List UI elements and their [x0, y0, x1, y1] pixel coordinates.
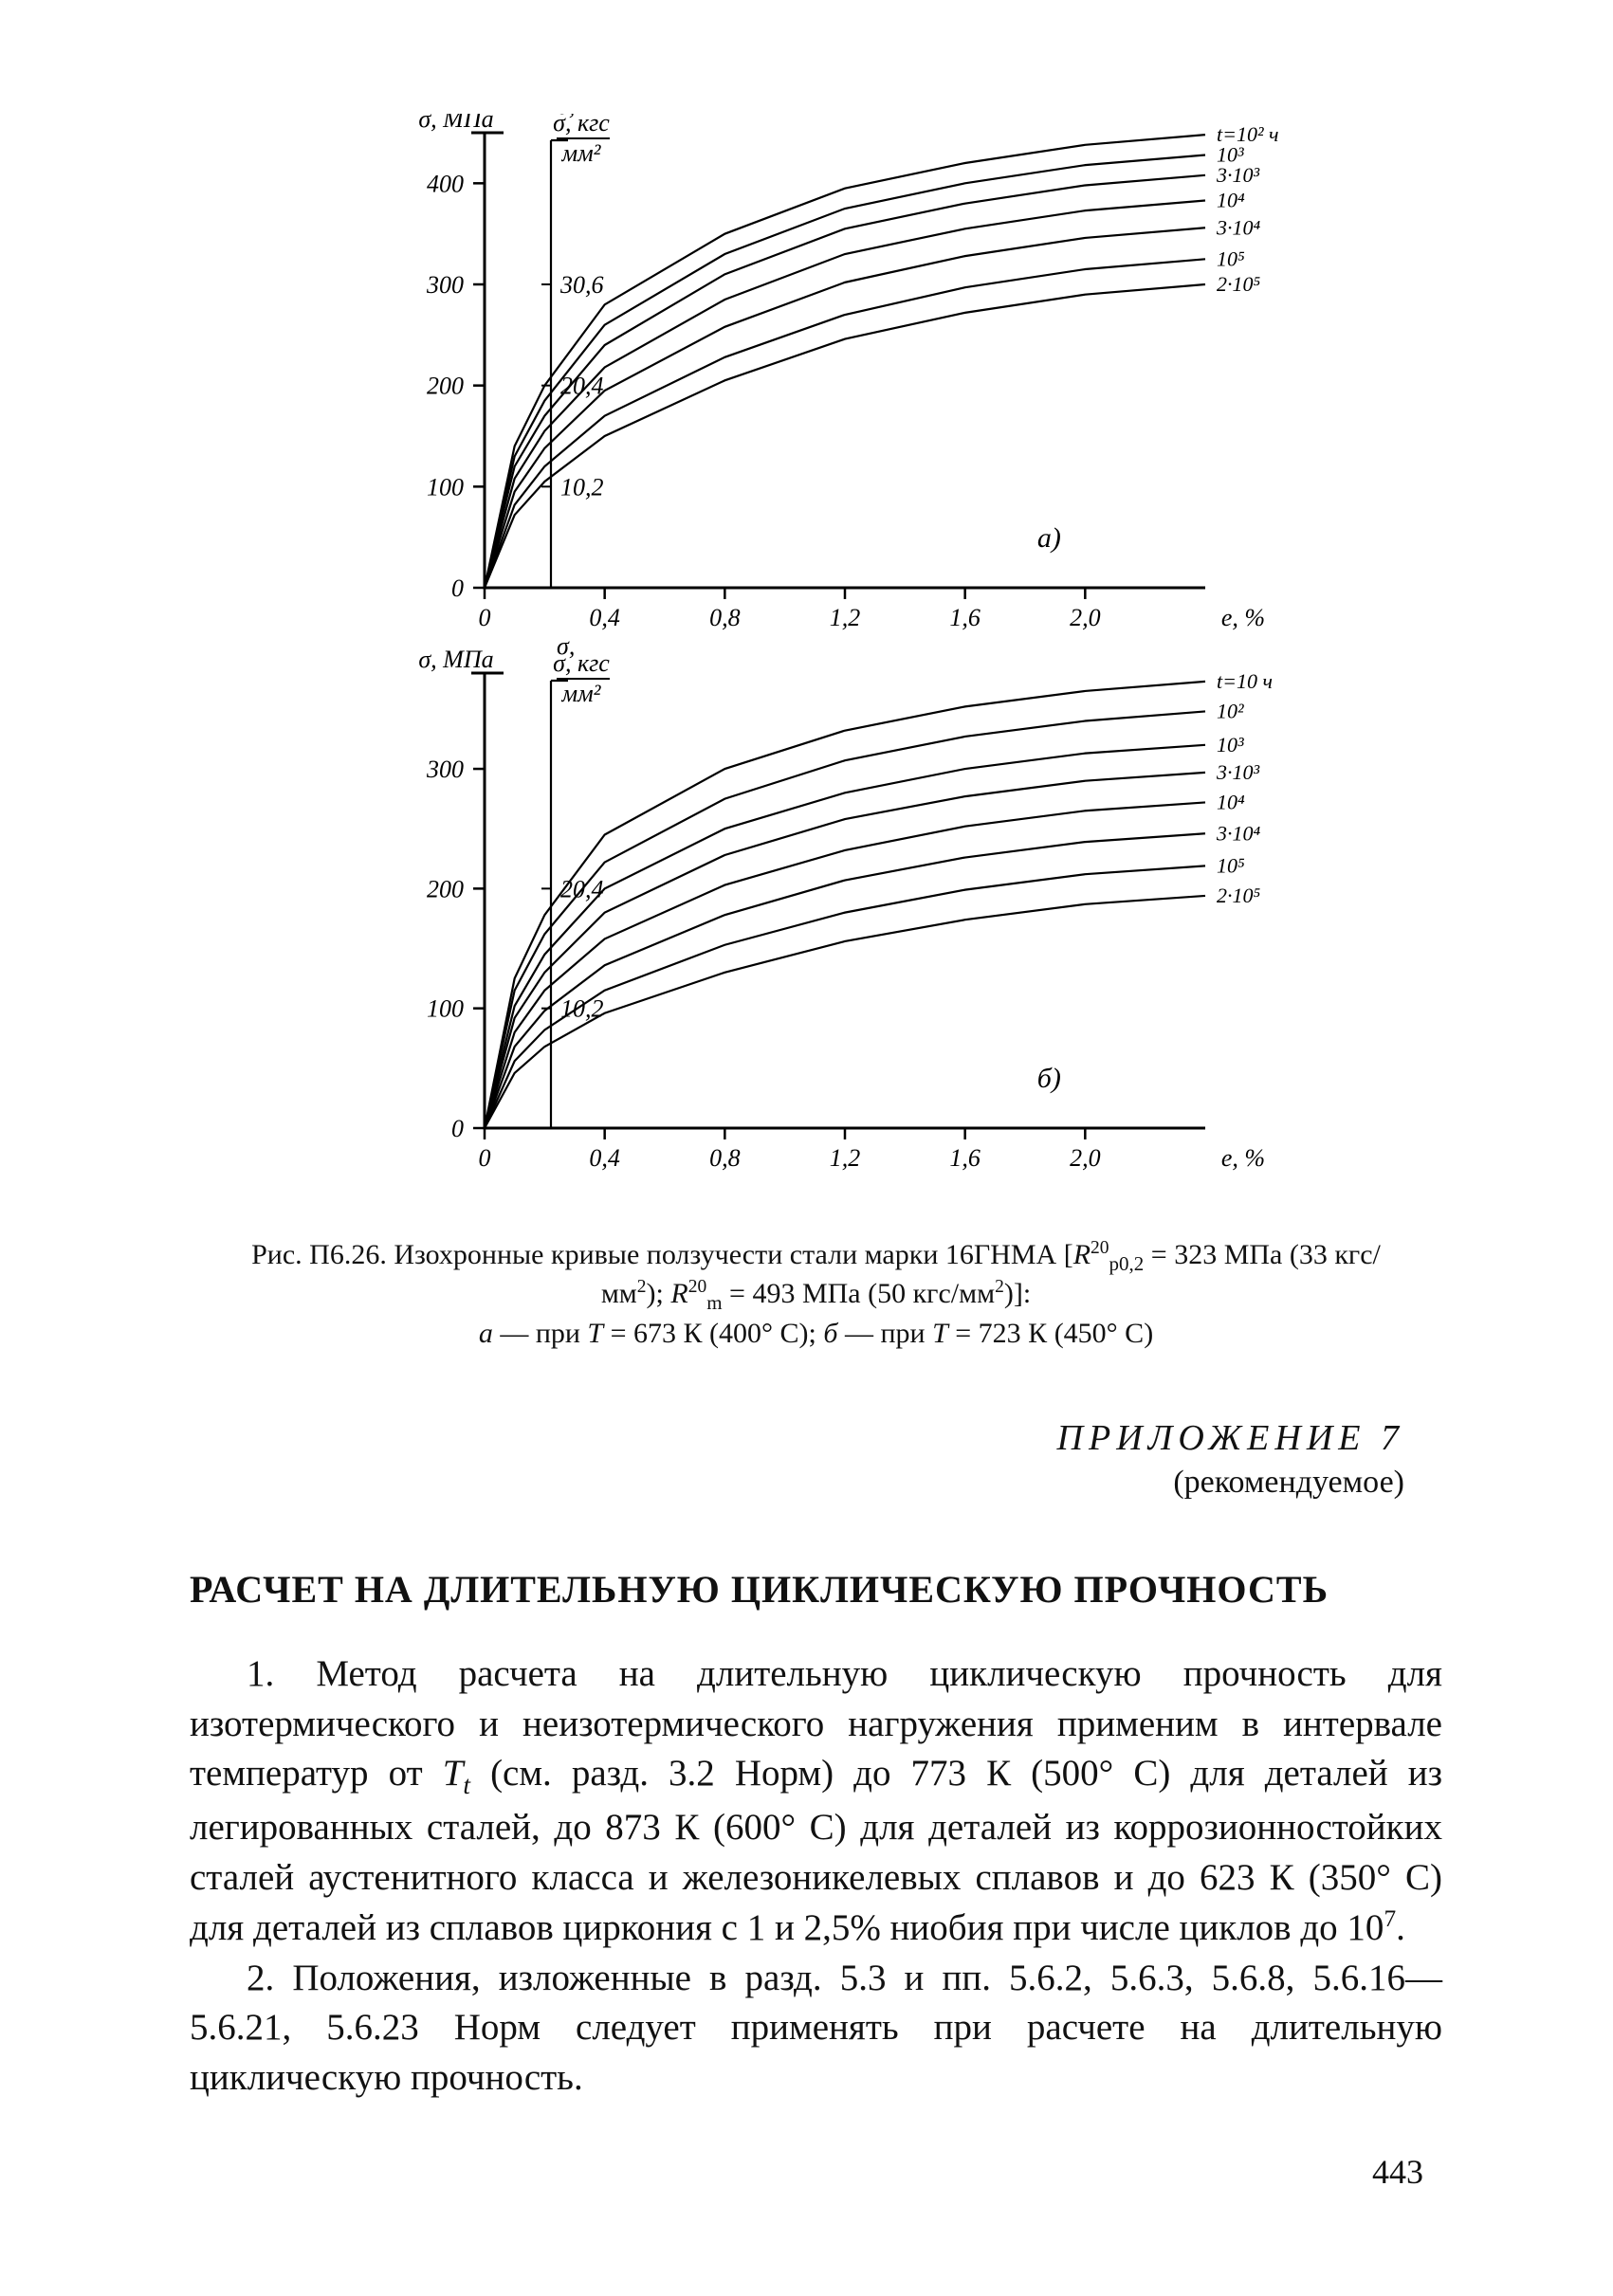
paragraph: 2. Положения, изложенные в разд. 5.3 и п… [190, 1954, 1442, 2104]
figure-caption: Рис. П6.26. Изохронные кривые ползучести… [247, 1237, 1385, 1351]
svg-text:200: 200 [427, 875, 464, 902]
svg-text:400: 400 [427, 170, 464, 197]
svg-text:200: 200 [427, 373, 464, 400]
svg-text:10²: 10² [1217, 699, 1244, 722]
svg-text:1,2: 1,2 [829, 1144, 860, 1172]
svg-text:300: 300 [426, 756, 464, 783]
svg-text:0: 0 [451, 574, 464, 602]
svg-text:1,6: 1,6 [949, 604, 981, 631]
paragraph: 1. Метод расчета на длительную циклическ… [190, 1649, 1442, 1954]
svg-text:2·10⁵: 2·10⁵ [1217, 272, 1261, 296]
svg-text:мм²: мм² [560, 680, 601, 707]
svg-text:10⁴: 10⁴ [1217, 790, 1245, 813]
svg-text:10³: 10³ [1217, 733, 1244, 756]
svg-text:3·10⁴: 3·10⁴ [1216, 821, 1261, 845]
svg-text:100: 100 [427, 995, 464, 1023]
figure-caption-text: Изохронные кривые ползучести стали марки… [394, 1239, 1381, 1349]
svg-text:3·10³: 3·10³ [1216, 760, 1260, 784]
svg-text:100: 100 [427, 473, 464, 501]
svg-text:e, %: e, % [1220, 604, 1264, 631]
svg-text:1,2: 1,2 [829, 604, 860, 631]
svg-text:1,6: 1,6 [949, 1144, 981, 1172]
svg-text:2,0: 2,0 [1070, 604, 1101, 631]
svg-text:300: 300 [426, 271, 464, 299]
svg-text:0,4: 0,4 [589, 1144, 620, 1172]
section-title: РАСЧЕТ НА ДЛИТЕЛЬНУЮ ЦИКЛИЧЕСКУЮ ПРОЧНОС… [190, 1567, 1442, 1612]
svg-text:30,6: 30,6 [559, 271, 604, 299]
svg-text:10⁴: 10⁴ [1217, 188, 1245, 211]
svg-text:0: 0 [478, 1144, 490, 1172]
svg-text:10⁵: 10⁵ [1217, 246, 1245, 270]
svg-text:б): б) [1036, 1063, 1060, 1094]
svg-text:0,8: 0,8 [709, 604, 741, 631]
svg-text:3·10³: 3·10³ [1216, 163, 1260, 187]
svg-text:0,8: 0,8 [709, 1144, 741, 1172]
svg-text:0,4: 0,4 [589, 604, 620, 631]
svg-text:e, %: e, % [1220, 1144, 1264, 1172]
appendix-subtitle: (рекомендуемое) [190, 1465, 1404, 1501]
svg-text:σ,: σ, [557, 114, 575, 119]
figure-p6-26: 010020030040010,220,430,600,40,81,21,62,… [295, 114, 1338, 1209]
svg-text:σ, МПа: σ, МПа [418, 646, 493, 673]
svg-text:t=10 ч: t=10 ч [1217, 669, 1273, 693]
svg-text:3·10⁴: 3·10⁴ [1216, 215, 1261, 239]
body-text: 1. Метод расчета на длительную циклическ… [190, 1649, 1442, 2104]
page-number: 443 [1372, 2152, 1423, 2192]
svg-text:2·10⁵: 2·10⁵ [1217, 884, 1261, 907]
svg-text:мм²: мм² [560, 139, 601, 167]
svg-text:σ, МПа: σ, МПа [418, 114, 493, 133]
svg-text:0: 0 [451, 1115, 464, 1142]
svg-text:10⁵: 10⁵ [1217, 853, 1245, 877]
figure-label: Рис. П6.26. [251, 1239, 387, 1270]
svg-text:2,0: 2,0 [1070, 1144, 1101, 1172]
appendix-title: ПРИЛОЖЕНИЕ 7 [190, 1417, 1404, 1459]
svg-text:10,2: 10,2 [560, 473, 604, 501]
svg-text:σ,: σ, [557, 632, 575, 660]
appendix-header: ПРИЛОЖЕНИЕ 7 (рекомендуемое) [190, 1417, 1442, 1501]
svg-text:а): а) [1036, 522, 1060, 554]
svg-text:0: 0 [478, 604, 490, 631]
